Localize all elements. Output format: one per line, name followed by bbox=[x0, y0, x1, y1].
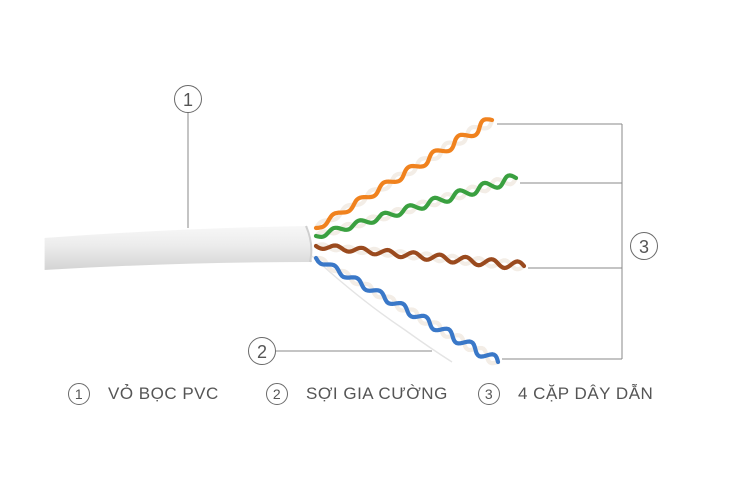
orange-pair-color-wire bbox=[313, 117, 495, 231]
legend-label-jacket: VỎ BỌC PVC bbox=[108, 384, 219, 403]
green-pair bbox=[313, 173, 519, 240]
twisted-pairs bbox=[313, 117, 527, 366]
callout-3: 3 bbox=[630, 232, 658, 260]
brown-pair-color-wire bbox=[313, 243, 527, 271]
blue-pair bbox=[313, 255, 501, 366]
legend-item-pairs: 3 4 CẶP DÂY DẪN bbox=[478, 383, 653, 405]
brown-pair bbox=[313, 242, 527, 272]
legend-number-2: 2 bbox=[266, 383, 288, 405]
strength-fiber bbox=[311, 255, 453, 363]
legend-label-fiber: SỢI GIA CƯỜNG bbox=[306, 384, 448, 403]
legend-item-fiber: 2 SỢI GIA CƯỜNG bbox=[266, 383, 448, 405]
callout-2: 2 bbox=[248, 337, 276, 365]
pvc-jacket bbox=[44, 225, 313, 272]
blue-pair-color-wire bbox=[313, 255, 501, 365]
orange-pair bbox=[313, 117, 495, 231]
legend-item-jacket: 1 VỎ BỌC PVC bbox=[68, 383, 219, 405]
legend-number-3: 3 bbox=[478, 383, 500, 405]
callout-1: 1 bbox=[174, 85, 202, 113]
legend-number-1: 1 bbox=[68, 383, 90, 405]
green-pair-color-wire bbox=[313, 173, 519, 240]
legend-label-pairs: 4 CẶP DÂY DẪN bbox=[518, 384, 654, 403]
leader-lines bbox=[187, 112, 623, 360]
